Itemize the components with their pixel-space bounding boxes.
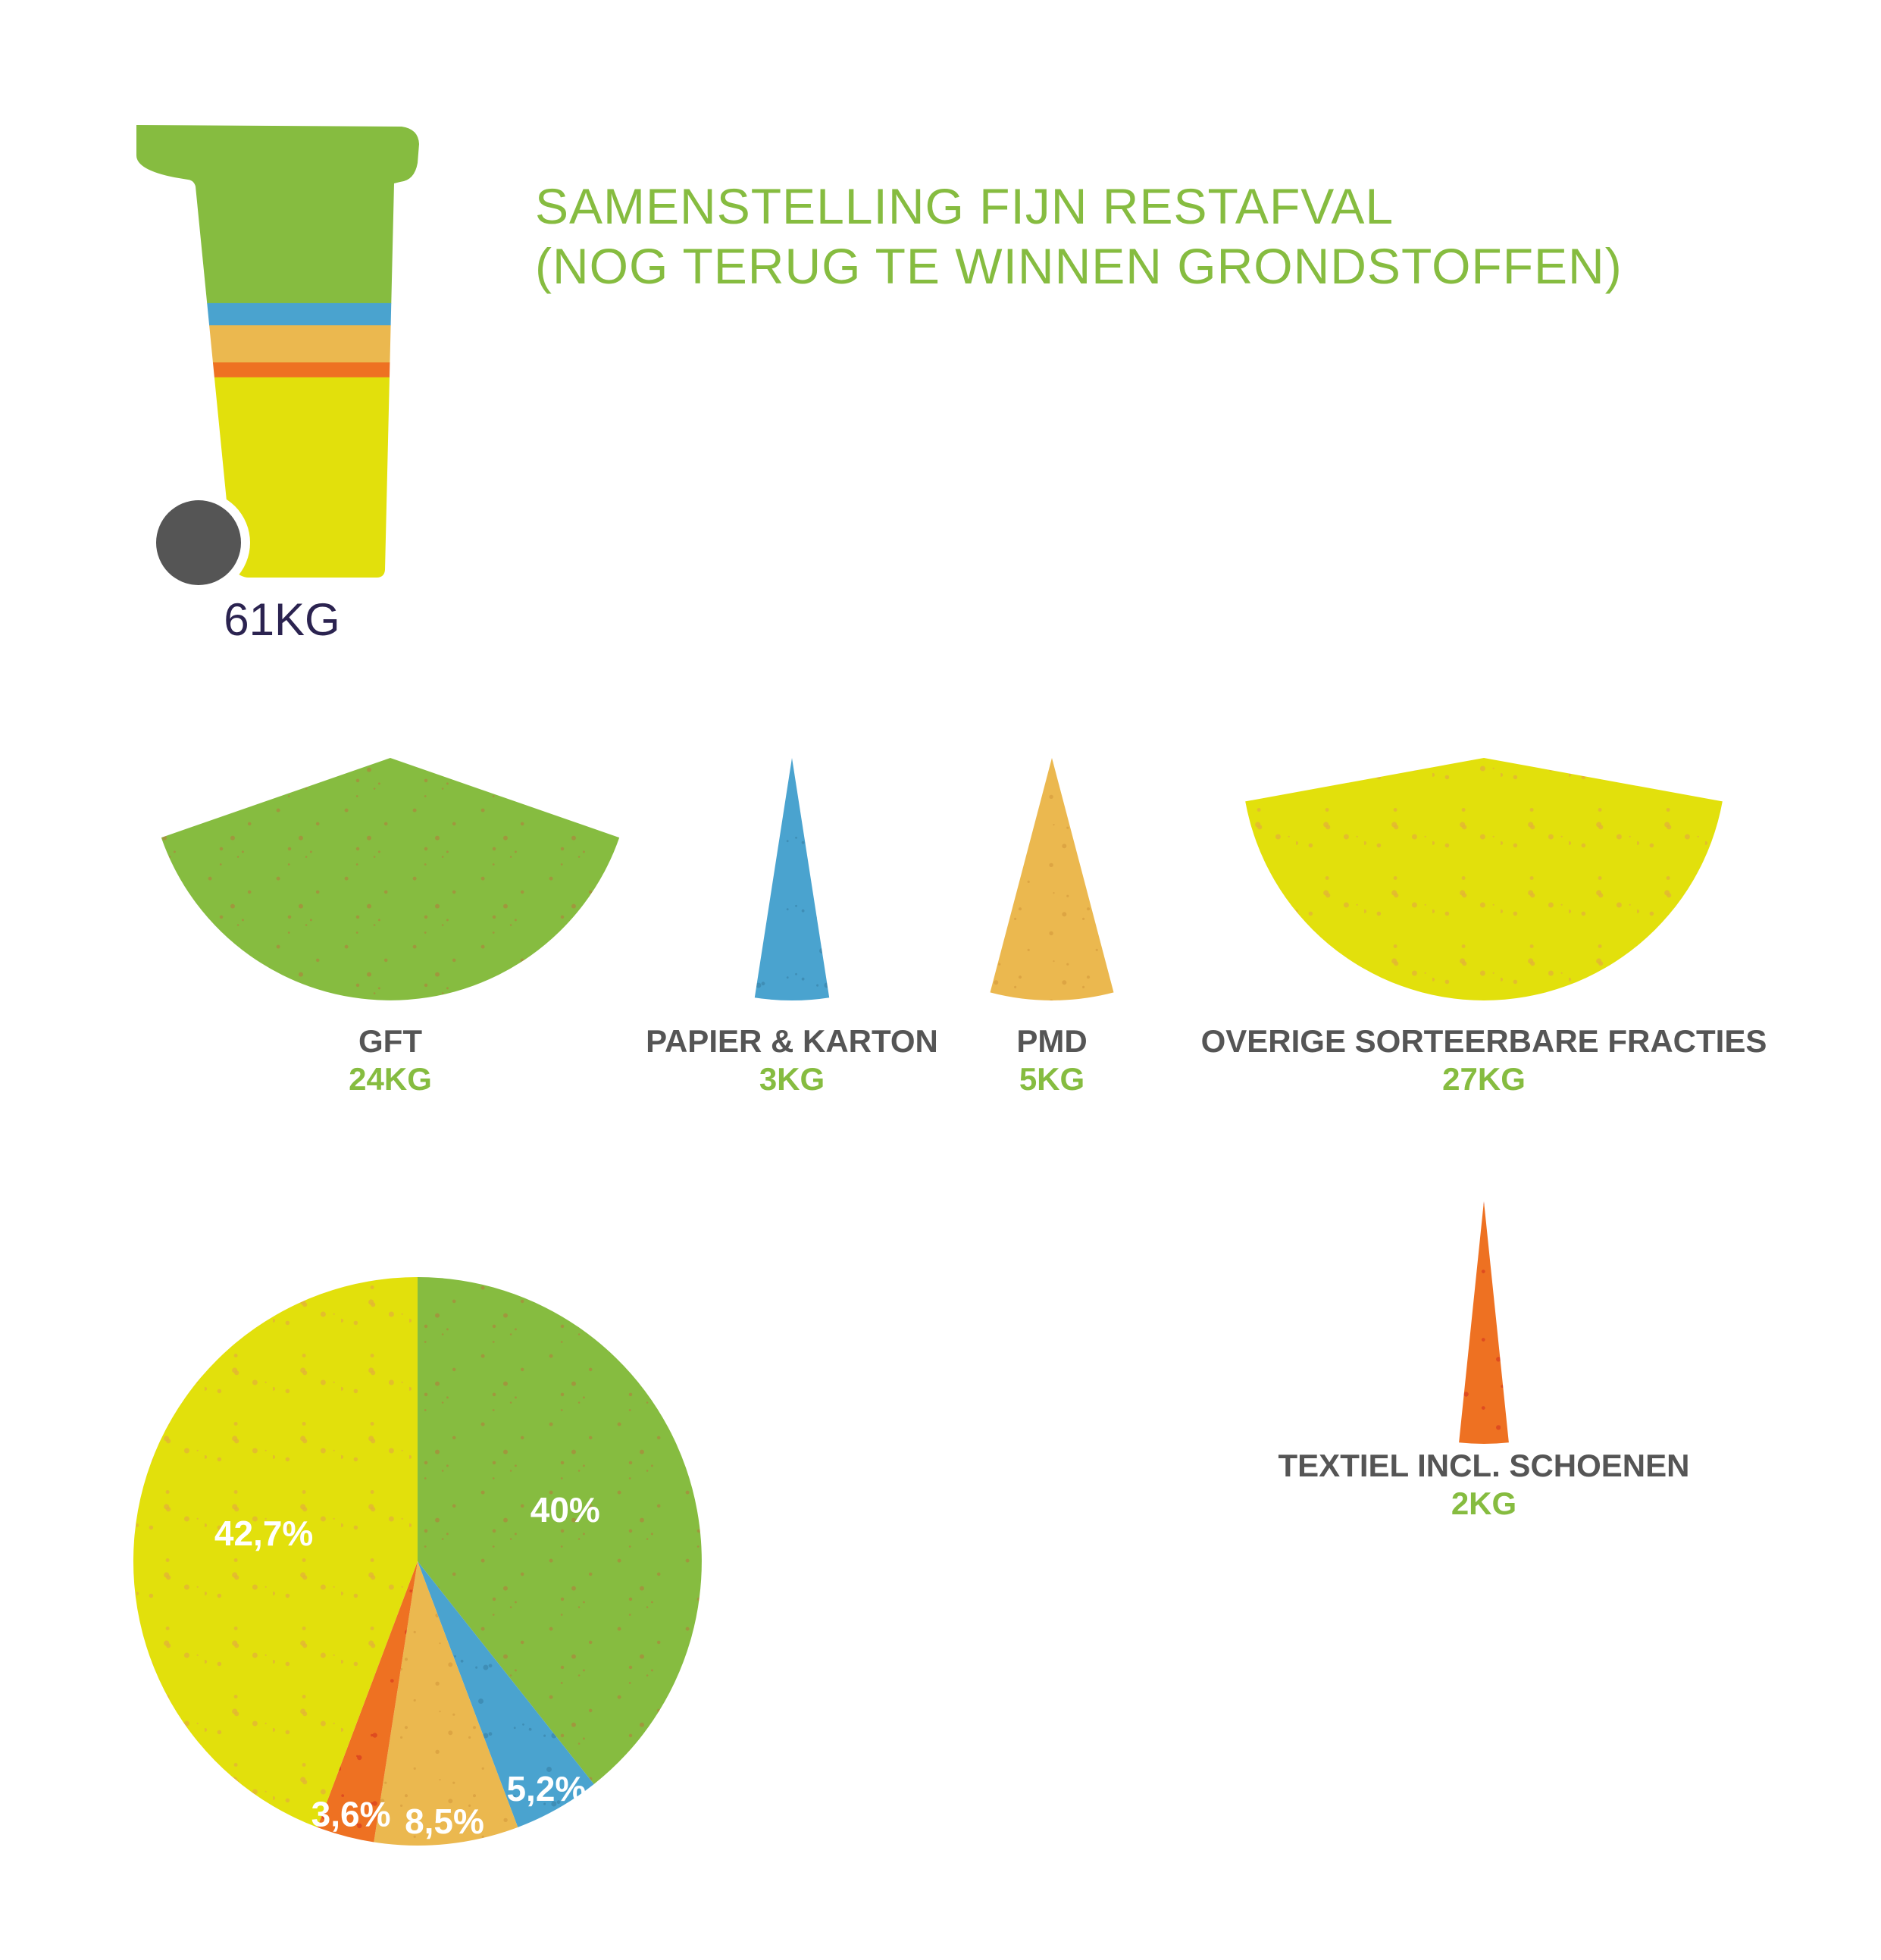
- total-weight-label: 61KG: [224, 594, 340, 645]
- bin-band-papier-and-karton: [136, 302, 419, 326]
- pie-label-overige-sorteerbare-fracties: 42,7%: [214, 1514, 313, 1553]
- wedge-papier-and-karton: [754, 758, 830, 1001]
- pie-slice-overige-sorteerbare-fracties: [133, 1277, 418, 1827]
- value-gft: 24KG: [349, 1061, 432, 1097]
- wedge-gft: [161, 758, 620, 1000]
- category-wedges: [161, 758, 1723, 1444]
- pie-slice-papier-and-karton: [418, 1561, 594, 1827]
- bin-wheel: [156, 500, 241, 585]
- pie-slice-pmd: [374, 1561, 518, 1846]
- pie-chart: [133, 1277, 702, 1846]
- chart-title-line-1: SAMENSTELLING FIJN RESTAFVAL: [535, 178, 1394, 234]
- value-papier-and-karton: 3KG: [759, 1061, 825, 1097]
- label-overige-sorteerbare-fracties: OVERIGE SORTEERBARE FRACTIES: [1201, 1023, 1767, 1059]
- value-pmd: 5KG: [1019, 1061, 1084, 1097]
- value-textiel-incl-schoenen: 2KG: [1451, 1486, 1516, 1521]
- label-papier-and-karton: PAPIER & KARTON: [646, 1023, 938, 1059]
- waste-bin-icon: [136, 125, 419, 594]
- value-overige-sorteerbare-fracties: 27KG: [1442, 1061, 1526, 1097]
- wedge-textiel-incl-schoenen: [1459, 1201, 1509, 1444]
- bin-band-gft: [136, 125, 419, 304]
- pie-slice-textiel-incl-schoenen: [317, 1561, 418, 1843]
- wedge-pmd: [990, 758, 1114, 1000]
- bin-band-pmd: [136, 325, 419, 363]
- pie-label-papier-and-karton: 5,2%: [506, 1769, 586, 1808]
- pie-label-pmd: 8,5%: [405, 1802, 484, 1841]
- pie-label-textiel-incl-schoenen: 3,6%: [311, 1795, 391, 1834]
- chart-title-line-2: (NOG TERUG TE WINNEN GRONDSTOFFEN): [535, 238, 1623, 294]
- pie-percent-labels: 40% 5,2% 8,5% 3,6% 42,7%: [214, 1490, 600, 1841]
- label-textiel-incl-schoenen: TEXTIEL INCL. SCHOENEN: [1279, 1448, 1690, 1483]
- pie-slice-gft: [418, 1277, 702, 1784]
- label-gft: GFT: [358, 1023, 422, 1059]
- pie-label-gft: 40%: [530, 1490, 600, 1529]
- bin-band-textiel-incl-schoenen: [136, 362, 419, 378]
- wedge-overige-sorteerbare-fracties: [1245, 758, 1723, 1000]
- label-pmd: PMD: [1016, 1023, 1087, 1059]
